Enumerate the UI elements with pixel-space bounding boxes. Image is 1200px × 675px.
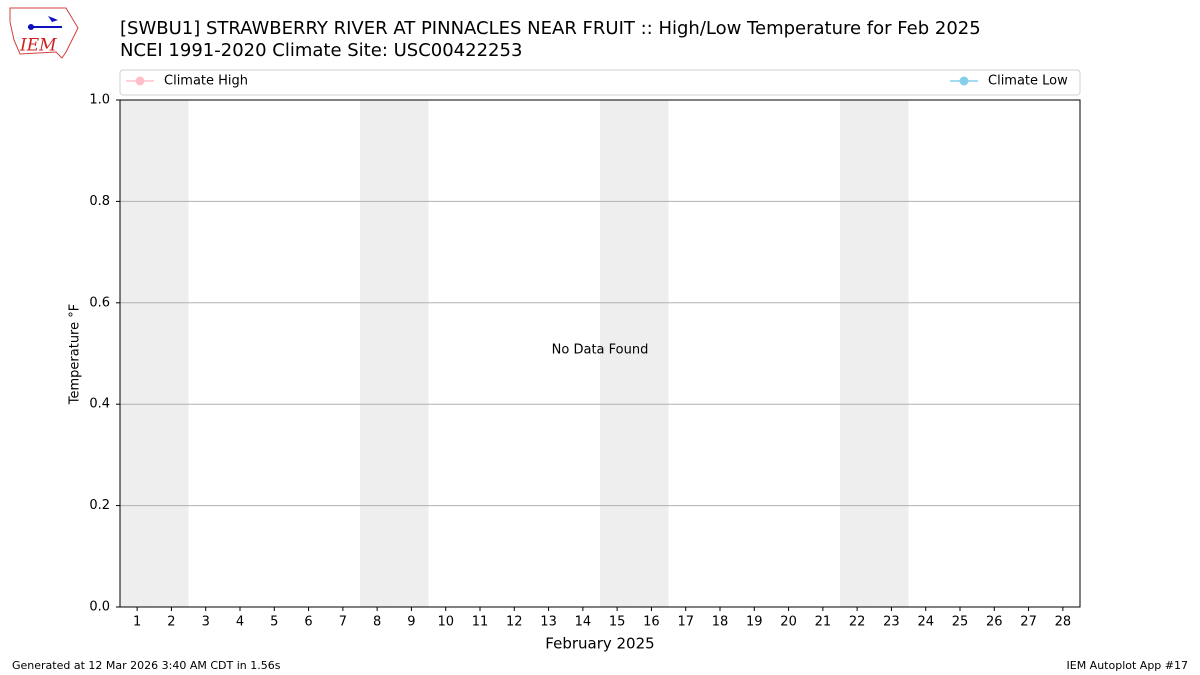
x-tick-label: 28	[1055, 615, 1072, 630]
x-tick-label: 20	[780, 615, 797, 630]
x-tick-label: 1	[133, 615, 141, 630]
x-tick-label: 26	[986, 615, 1003, 630]
x-tick-label: 27	[1020, 615, 1037, 630]
x-tick-label: 23	[883, 615, 900, 630]
legend-marker	[959, 76, 969, 86]
x-tick-label: 5	[270, 615, 278, 630]
x-tick-label: 22	[849, 615, 866, 630]
x-tick-label: 2	[167, 615, 175, 630]
legend-label: Climate Low	[988, 74, 1068, 89]
x-tick-label: 13	[540, 615, 557, 630]
weekend-shade	[600, 100, 635, 607]
y-tick-label: 0.0	[89, 600, 110, 615]
x-tick-label: 25	[952, 615, 969, 630]
x-tick-label: 3	[202, 615, 210, 630]
y-axis-label: Temperature °F	[68, 304, 83, 405]
weekend-shade	[634, 100, 669, 607]
x-tick-label: 6	[304, 615, 312, 630]
footer-right: IEM Autoplot App #17	[1067, 659, 1189, 672]
y-tick-label: 0.8	[89, 194, 110, 209]
weekend-shade	[874, 100, 909, 607]
x-tick-label: 18	[712, 615, 729, 630]
chart-subtitle: NCEI 1991-2020 Climate Site: USC00422253	[120, 40, 522, 61]
logo-icon	[48, 16, 58, 22]
x-tick-label: 24	[917, 615, 934, 630]
legend-box	[119, 69, 1081, 96]
y-tick-label: 0.6	[89, 295, 110, 310]
weekend-shade	[154, 100, 189, 607]
legend-label: Climate High	[164, 74, 248, 89]
x-tick-label: 9	[407, 615, 415, 630]
x-tick-label: 15	[609, 615, 626, 630]
x-tick-label: 8	[373, 615, 381, 630]
x-axis-label: February 2025	[545, 635, 654, 653]
x-tick-label: 14	[575, 615, 592, 630]
x-tick-label: 4	[236, 615, 244, 630]
x-tick-label: 12	[506, 615, 523, 630]
x-tick-label: 16	[643, 615, 660, 630]
weekend-shade	[840, 100, 875, 607]
logo-text: IEM	[19, 36, 57, 56]
logo-icon	[28, 24, 34, 30]
logo: IEM	[9, 7, 79, 59]
weekend-shade	[394, 100, 429, 607]
legend-marker	[135, 76, 145, 86]
footer-left: Generated at 12 Mar 2026 3:40 AM CDT in …	[12, 659, 281, 672]
x-tick-label: 21	[815, 615, 832, 630]
x-tick-label: 7	[339, 615, 347, 630]
logo-outline	[9, 7, 79, 59]
x-tick-label: 19	[746, 615, 763, 630]
x-tick-label: 17	[677, 615, 694, 630]
y-tick-label: 0.4	[89, 397, 110, 412]
y-tick-label: 0.2	[89, 498, 110, 513]
annotation: No Data Found	[552, 343, 649, 358]
x-tick-label: 11	[472, 615, 489, 630]
y-tick-label: 1.0	[89, 93, 110, 108]
weekend-shade	[360, 100, 395, 607]
plot-frame	[119, 99, 1081, 608]
x-tick-label: 10	[437, 615, 454, 630]
chart-title: [SWBU1] STRAWBERRY RIVER AT PINNACLES NE…	[120, 18, 981, 39]
weekend-shade	[120, 100, 155, 607]
